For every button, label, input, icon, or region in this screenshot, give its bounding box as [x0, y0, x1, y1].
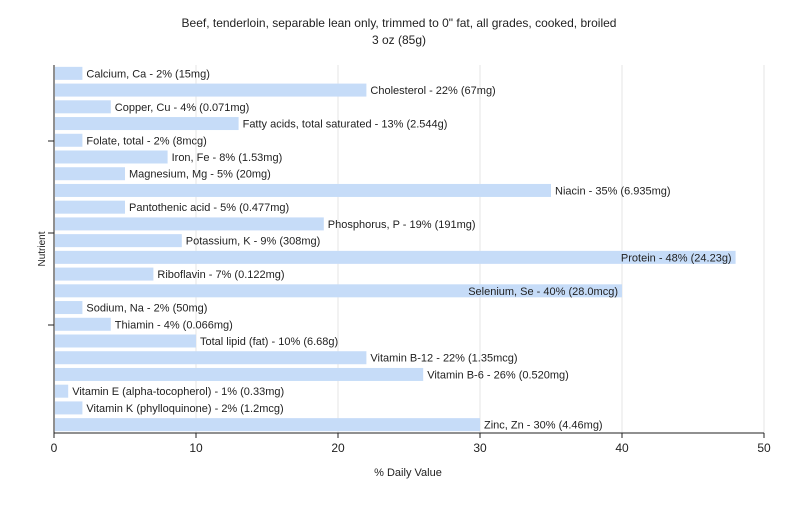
x-tick-label: 10 [189, 441, 203, 455]
x-tick-label: 0 [51, 441, 58, 455]
bar [55, 167, 125, 181]
chart-title: Beef, tenderloin, separable lean only, t… [182, 16, 617, 30]
bar-label: Vitamin K (phylloquinone) - 2% (1.2mcg) [86, 403, 283, 415]
bar-label: Total lipid (fat) - 10% (6.68g) [200, 336, 338, 348]
bar [55, 351, 367, 365]
bar-label: Phosphorus, P - 19% (191mg) [328, 219, 476, 231]
bar-label: Potassium, K - 9% (308mg) [186, 236, 320, 248]
bar [55, 234, 182, 248]
bar [55, 66, 83, 80]
bar-label: Sodium, Na - 2% (50mg) [86, 303, 207, 315]
chart-subtitle: 3 oz (85g) [372, 33, 426, 47]
axes: 0 10 20 30 40 50 [48, 65, 771, 455]
bar [55, 183, 551, 197]
bar-label: Cholesterol - 22% (67mg) [370, 85, 495, 97]
x-tick-label: 40 [615, 441, 629, 455]
bar-label: Fatty acids, total saturated - 13% (2.54… [243, 119, 448, 131]
bar-label: Thiamin - 4% (0.066mg) [115, 319, 233, 331]
bar [55, 317, 111, 331]
bar-label: Riboflavin - 7% (0.122mg) [157, 269, 284, 281]
bar [55, 200, 125, 214]
bar-label: Vitamin B-6 - 26% (0.520mg) [427, 369, 569, 381]
bar [55, 367, 424, 381]
bars-group: Calcium, Ca - 2% (15mg) Cholesterol - 22%… [55, 66, 736, 432]
bar-label: Pantothenic acid - 5% (0.477mg) [129, 202, 289, 214]
bar [55, 133, 83, 147]
x-axis-label: % Daily Value [374, 467, 442, 479]
bar-label: Copper, Cu - 4% (0.071mg) [115, 102, 250, 114]
bar [55, 334, 196, 348]
bar-label: Iron, Fe - 8% (1.53mg) [172, 152, 283, 164]
y-axis-label: Nutrient [37, 231, 48, 266]
bar [55, 267, 154, 281]
bar-label: Magnesium, Mg - 5% (20mg) [129, 169, 271, 181]
bar [55, 384, 69, 398]
bar-label: Folate, total - 2% (8mcg) [86, 135, 206, 147]
x-tick-label: 20 [331, 441, 345, 455]
bar [55, 150, 168, 164]
x-tick-label: 30 [473, 441, 487, 455]
bar [55, 100, 111, 114]
bar [55, 117, 239, 131]
bar-label: Vitamin B-12 - 22% (1.35mcg) [370, 353, 517, 365]
bar [55, 301, 83, 315]
bar [55, 284, 622, 298]
bar [55, 418, 480, 432]
bar-label: Calcium, Ca - 2% (15mg) [86, 68, 209, 80]
bar-label: Niacin - 35% (6.935mg) [555, 185, 671, 197]
bar-label: Zinc, Zn - 30% (4.46mg) [484, 420, 603, 432]
bar-label: Vitamin E (alpha-tocopherol) - 1% (0.33m… [72, 386, 284, 398]
bar [55, 401, 83, 415]
x-tick-label: 50 [757, 441, 771, 455]
bar-label: Selenium, Se - 40% (28.0mcg) [468, 286, 618, 298]
bar [55, 83, 367, 97]
bar-label: Protein - 48% (24.23g) [621, 252, 732, 264]
bar [55, 250, 736, 264]
bar [55, 217, 324, 231]
